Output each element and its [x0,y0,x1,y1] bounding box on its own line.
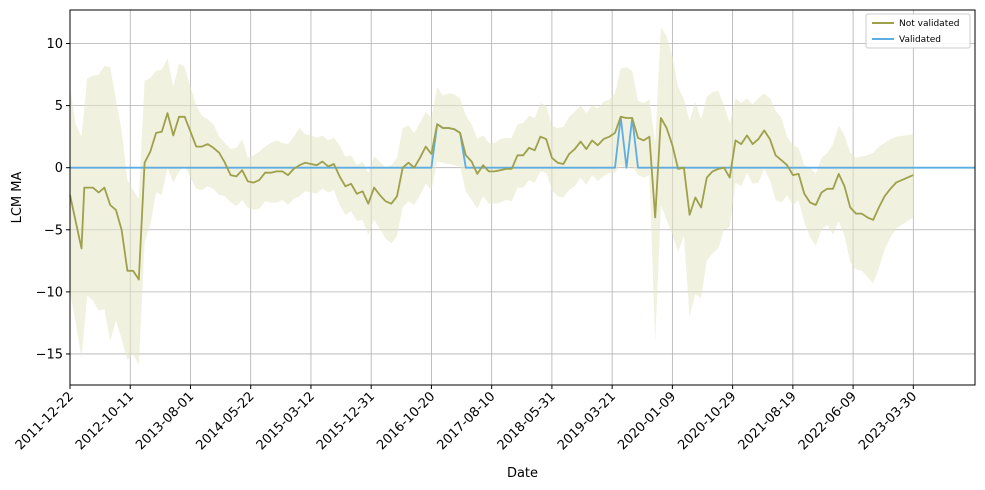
series-lines [69,112,975,281]
legend: Not validated Validated [865,13,971,49]
x-tick-label: 2019-03-21 [555,389,619,453]
x-axis-ticks: 2011-12-222012-10-112013-08-012014-05-22… [13,385,920,453]
y-tick-label: 0 [55,161,63,176]
y-axis-ticks: −15 −10 −5 0 5 10 [36,37,70,362]
x-tick-label: 2023-03-30 [856,389,920,453]
x-tick-label: 2021-08-19 [736,389,800,453]
x-tick-label: 2015-12-31 [314,389,378,453]
y-tick-label: −5 [44,223,63,238]
plot-frame [69,9,976,386]
x-tick-label: 2015-03-12 [254,389,318,453]
x-tick-label: 2011-12-22 [13,389,77,453]
x-tick-label: 2020-10-29 [675,389,739,453]
x-tick-label: 2020-01-09 [615,389,679,453]
x-tick-label: 2017-08-10 [434,389,498,453]
x-tick-label: 2014-05-22 [194,389,258,453]
x-tick-label: 2022-06-09 [796,389,860,453]
y-tick-label: −10 [36,285,63,300]
x-tick-label: 2018-05-31 [495,389,559,453]
y-tick-label: 10 [46,37,63,52]
y-axis-label: LCM MA [10,172,25,224]
confidence-band-area [70,27,914,366]
confidence-band [70,27,914,366]
legend-label-not-validated: Not validated [899,19,959,29]
y-tick-label: −15 [36,347,63,362]
x-tick-label: 2013-08-01 [133,389,197,453]
series-line-not-validated [69,112,914,281]
y-tick-label: 5 [55,99,63,114]
x-tick-label: 2016-10-20 [374,389,438,453]
x-axis-label: Date [507,466,538,481]
x-tick-label: 2012-10-11 [73,389,137,453]
legend-label-validated: Validated [899,35,941,45]
